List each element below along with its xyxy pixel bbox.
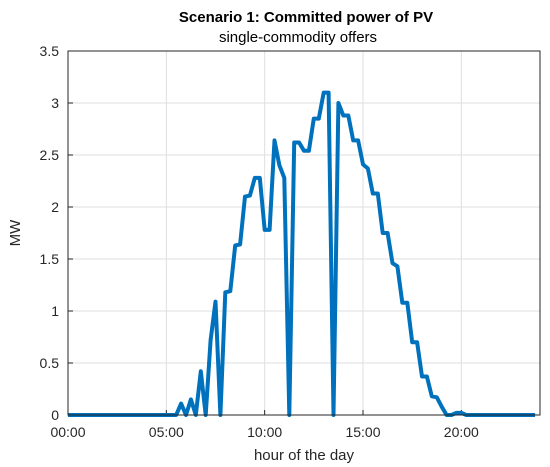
plot-frame	[67, 50, 541, 416]
x-axis-label: hour of the day	[254, 447, 355, 464]
series-line	[68, 90, 536, 417]
series-layer	[68, 90, 536, 417]
chart-title: Scenario 1: Committed power of PV	[179, 9, 433, 26]
x-tick-label: 10:00	[247, 424, 282, 440]
x-tick-label: 15:00	[345, 424, 380, 440]
grid-layer	[67, 50, 540, 416]
y-tick-label: 2.5	[40, 147, 60, 163]
y-axis-ticks: 0 0.5 1 1.5 2 2.5 3 3.5	[40, 43, 73, 423]
x-tick-label: 00:00	[50, 424, 85, 440]
y-tick-label: 1	[51, 303, 59, 319]
y-tick-label: 0	[51, 407, 59, 423]
y-tick-label: 3	[51, 95, 59, 111]
y-tick-label: 3.5	[40, 43, 60, 59]
x-tick-label: 05:00	[149, 424, 184, 440]
y-tick-label: 2	[51, 199, 59, 215]
y-tick-label: 1.5	[40, 251, 60, 267]
y-axis-label: MW	[7, 219, 24, 246]
x-tick-label: 20:00	[444, 424, 479, 440]
y-tick-label: 0.5	[40, 355, 60, 371]
chart-subtitle: single-commodity offers	[219, 29, 377, 46]
x-axis-ticks: 00:00 05:00 10:00 15:00 20:00	[50, 410, 479, 440]
